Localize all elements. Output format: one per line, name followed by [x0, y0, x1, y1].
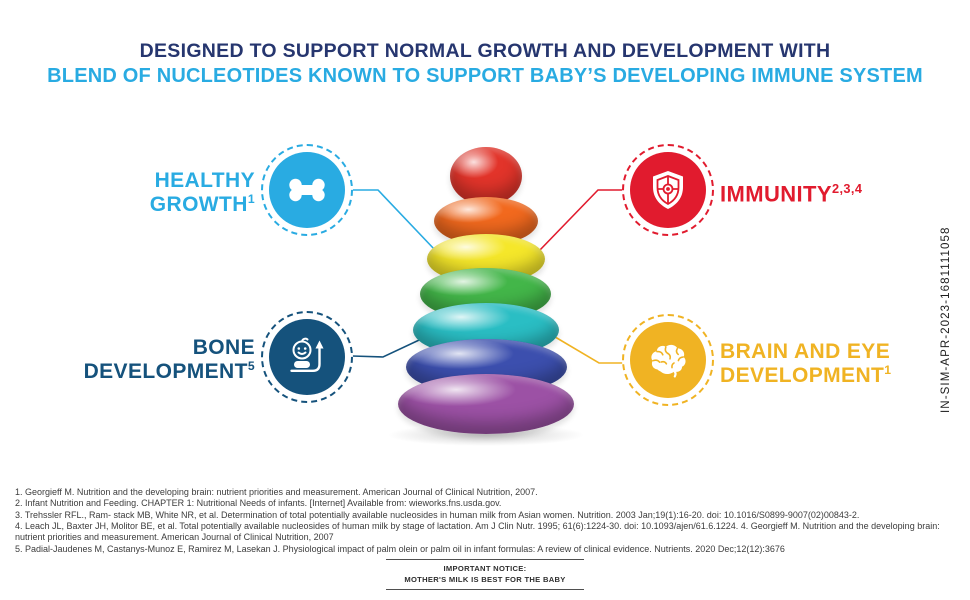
footnote-references: 1. Georgieff M. Nutrition and the develo… [15, 487, 960, 555]
immunity-connector-line [538, 189, 624, 252]
bone-development-circle [269, 319, 345, 395]
immunity-badge [622, 144, 714, 236]
title-line-2: BLEND OF NUCLEOTIDES KNOWN TO SUPPORT BA… [47, 65, 923, 88]
brain-icon [651, 344, 686, 378]
title-line-1: DESIGNED TO SUPPORT NORMAL GROWTH AND DE… [139, 40, 831, 62]
footnote-reference: 5. Padial-Jaudenes M, Castanys-Munoz E, … [15, 543, 785, 554]
bone-development-badge [261, 311, 353, 403]
bone-development-label: BONE DEVELOPMENT5 [38, 336, 255, 383]
brain-eye-circle [630, 322, 706, 398]
healthy-growth-connector-line [352, 189, 436, 251]
page-title: DESIGNED TO SUPPORT NORMAL GROWTH AND DE… [0, 39, 970, 89]
immunity-label-text: IMMUNITY [720, 181, 832, 207]
brain-eye-label-line1: BRAIN AND EYE [720, 340, 891, 363]
footnote-reference: 2. Infant Nutrition and Feeding. CHAPTER… [15, 498, 502, 509]
immunity-label: IMMUNITY2,3,4 [720, 181, 863, 207]
footnote-reference: 1. Georgieff M. Nutrition and the develo… [15, 487, 538, 497]
brain-eye-label: BRAIN AND EYE DEVELOPMENT1 [720, 340, 891, 387]
shield-icon [653, 171, 683, 209]
brain-eye-label-line2: DEVELOPMENT1 [720, 362, 892, 387]
bone-development-label-line2: DEVELOPMENT5 [83, 358, 255, 383]
bone-development-connector-line [351, 333, 433, 358]
bone-icon [289, 178, 325, 202]
important-notice-box: IMPORTANT NOTICE: MOTHER'S MILK IS BEST … [386, 559, 584, 590]
important-notice-line2: MOTHER'S MILK IS BEST FOR THE BABY [404, 575, 566, 584]
material-code-vertical: IN-SIM-APR-2023-1681111058 [940, 226, 952, 414]
healthy-growth-label-line1: HEALTHY [154, 169, 255, 192]
healthy-growth-circle [269, 152, 345, 228]
healthy-growth-badge [261, 144, 353, 236]
baby-growth-icon [290, 337, 324, 372]
healthy-growth-label: HEALTHY GROWTH1 [58, 169, 255, 216]
immunity-circle [630, 152, 706, 228]
footnote-reference: 4. Leach JL, Baxter JH, Molitor BE, et a… [15, 520, 940, 543]
brain-eye-connector-line [544, 330, 624, 364]
important-notice-line1: IMPORTANT NOTICE: [443, 564, 527, 573]
footnote-reference: 3. Trehssler RFL., Ram- stack MB, White … [15, 509, 860, 520]
brain-eye-badge [622, 314, 714, 406]
bone-development-label-line1: BONE [192, 336, 255, 359]
healthy-growth-label-line2: GROWTH1 [149, 191, 255, 216]
